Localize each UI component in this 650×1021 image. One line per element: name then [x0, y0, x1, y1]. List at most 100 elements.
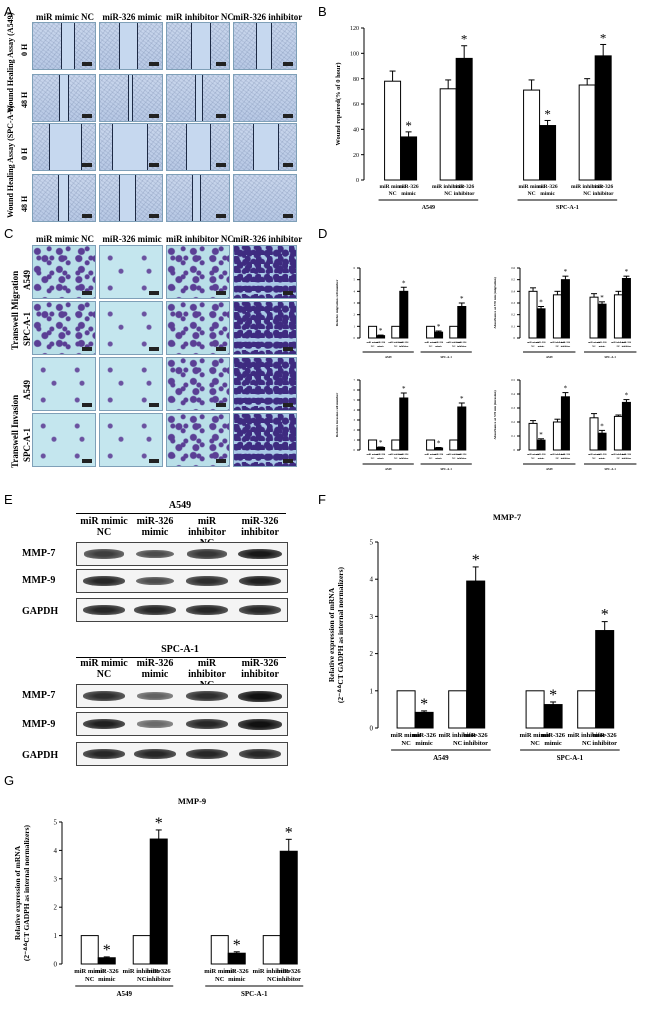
category-label: miR inhibitor — [571, 184, 604, 190]
category-label: mimic — [435, 457, 443, 460]
category-label: NC — [444, 191, 452, 197]
chart-d2-migration-absorbance: 0 0.1 0.2 0.3 0.4 0.5 0.6 Absorbance at 570 nm … — [493, 266, 637, 359]
bar — [536, 439, 546, 451]
scale-bar — [82, 214, 92, 218]
y-tick-label: 2 — [354, 428, 356, 432]
group-label: A549 — [385, 467, 392, 471]
scale-bar — [283, 403, 293, 407]
scale-bar — [149, 347, 159, 351]
wound-gap — [118, 175, 137, 221]
blot-band — [83, 604, 125, 616]
bar — [376, 335, 386, 339]
significance-star: * — [420, 696, 428, 713]
blot-band — [238, 718, 282, 730]
wound-micrograph — [99, 22, 163, 70]
significance-star: * — [379, 327, 383, 335]
scale-bar — [149, 459, 159, 463]
scale-bar — [149, 163, 159, 167]
category-label: inhibitor — [399, 345, 409, 348]
panel-label-f: F — [318, 492, 326, 507]
wound-micrograph — [32, 174, 96, 222]
chart-title: MMP-9 — [178, 796, 206, 806]
y-axis-label: Relative expression of mRNA — [13, 845, 22, 940]
chart-f-mmp7-expression: 0 1 2 3 4 5 Relative expression of mRNA (2⁻ᐞᐞCT… — [327, 512, 620, 762]
panel-label-c: C — [4, 226, 14, 241]
scale-bar — [82, 114, 92, 118]
category-label: inhibitor — [146, 976, 171, 983]
bar — [279, 850, 298, 965]
transwell-micrograph — [233, 357, 297, 411]
wound-gap — [48, 124, 82, 170]
category-label: inhibitor — [276, 976, 301, 983]
bar — [400, 136, 418, 181]
wound-micrograph — [166, 174, 230, 222]
bar — [578, 84, 596, 181]
bar — [399, 290, 409, 339]
bar — [210, 935, 229, 965]
bar — [448, 690, 468, 729]
y-tick-label: 1 — [370, 687, 374, 695]
category-label: NC — [453, 740, 463, 747]
bar — [368, 439, 378, 451]
blot-band — [186, 691, 228, 701]
y-axis-label-2: (2⁻ᐞᐞCT GADPH as internal normalizers) — [22, 824, 31, 961]
category-label: NC — [531, 345, 535, 348]
transwell-micrograph — [233, 301, 297, 355]
category-label: miR-326 — [147, 968, 172, 975]
y-tick-label: 5 — [370, 538, 374, 546]
y-tick-label: 0 — [514, 448, 516, 452]
category-label: miR-326 — [536, 341, 546, 344]
y-tick-label: 4 — [354, 408, 356, 412]
panel-label-a: A — [4, 4, 13, 19]
blot-band — [238, 575, 282, 587]
category-label: mimic — [538, 345, 546, 348]
category-label: miR inhibitor — [439, 732, 477, 739]
category-label: NC — [556, 345, 560, 348]
category-label: miR-326 — [622, 453, 632, 456]
bar — [457, 306, 467, 339]
wound-gap — [194, 75, 204, 121]
y-tick-label: 2 — [354, 313, 356, 317]
y-axis-label: Absorbance at 570 nm (invasion) — [493, 390, 497, 440]
bar — [391, 325, 401, 339]
y-tick-label: 3 — [354, 301, 356, 305]
blot-band — [134, 604, 176, 616]
bar — [426, 439, 436, 451]
category-label: mimic — [377, 345, 385, 348]
category-label: miR inhibitor — [611, 453, 627, 456]
category-label: NC — [617, 457, 621, 460]
significance-star: * — [539, 299, 543, 307]
y-tick-label: 5 — [54, 818, 58, 826]
wound-micrograph — [166, 123, 230, 171]
bar — [597, 432, 607, 451]
group-label: A549 — [422, 205, 435, 211]
scale-bar — [216, 114, 226, 118]
significance-star: * — [539, 431, 543, 439]
blot-band — [134, 748, 176, 760]
transwell-micrograph — [99, 413, 163, 467]
category-label: inhibitor — [454, 191, 475, 197]
bar — [376, 447, 386, 451]
category-label: mimic — [415, 740, 432, 747]
category-label: NC — [592, 345, 596, 348]
bar — [449, 325, 459, 339]
category-label: miR inhibitor — [446, 453, 462, 456]
scale-bar — [216, 214, 226, 218]
blot-band — [136, 692, 174, 700]
group-label: A549 — [433, 754, 449, 762]
category-label: NC — [389, 191, 397, 197]
blot-row-label: MMP-9 — [22, 719, 56, 730]
scale-bar — [149, 214, 159, 218]
category-label: mimic — [544, 740, 561, 747]
category-label: miR-326 — [622, 341, 632, 344]
group-label: A549 — [385, 355, 392, 359]
y-tick-label: 0 — [54, 960, 58, 968]
significance-star: * — [461, 32, 468, 47]
bar — [455, 57, 473, 181]
wound-micrograph — [233, 174, 297, 222]
bar — [439, 88, 457, 181]
category-label: miR-326 — [537, 184, 557, 190]
blot-row-label: GAPDH — [22, 750, 59, 761]
y-tick-label: 20 — [353, 153, 359, 159]
significance-star: * — [601, 607, 609, 624]
